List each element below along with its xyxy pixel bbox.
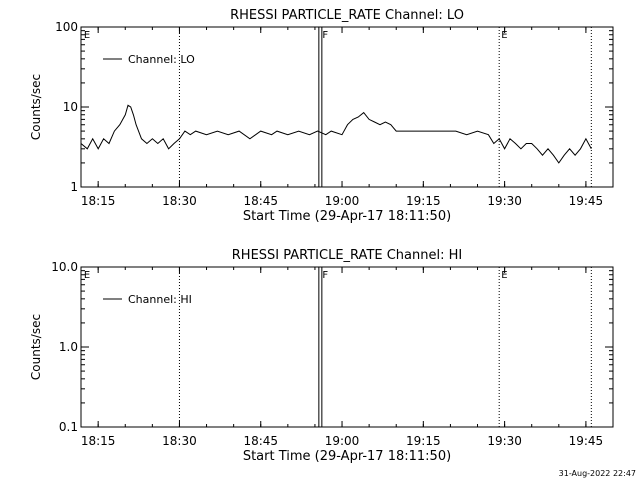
marker-label: E	[84, 30, 90, 41]
y-tick-label: 10.0	[51, 260, 78, 274]
y-tick-label: 1	[70, 180, 78, 194]
x-tick-label: 18:30	[162, 434, 197, 448]
marker-label: F	[322, 270, 328, 281]
marker-label: E	[501, 30, 507, 41]
y-tick-label: 100	[55, 20, 78, 34]
x-tick-label: 19:00	[325, 434, 360, 448]
x-tick-label: 19:45	[569, 434, 604, 448]
x-tick-label: 18:45	[243, 434, 278, 448]
plot-frame	[80, 26, 614, 188]
x-tick-label: 19:30	[487, 434, 522, 448]
y-tick-label: 1.0	[59, 340, 78, 354]
x-axis-label: Start Time (29-Apr-17 18:11:50)	[243, 209, 451, 224]
footer-timestamp: 31-Aug-2022 22:47	[559, 469, 636, 478]
plot-frame	[80, 266, 614, 428]
x-tick-label: 19:00	[325, 194, 360, 208]
lo-channel-panel: RHESSI PARTICLE_RATE Channel: LO 18:15 18:…	[29, 8, 614, 224]
marker-label: E	[84, 270, 90, 281]
x-axis-label: Start Time (29-Apr-17 18:11:50)	[243, 449, 451, 464]
chart-title: RHESSI PARTICLE_RATE Channel: HI	[232, 248, 462, 263]
x-tick-label: 18:45	[243, 194, 278, 208]
x-tick-label: 19:45	[569, 194, 604, 208]
y-tick-label: 0.1	[59, 420, 78, 434]
y-tick-label: 10	[63, 100, 78, 114]
x-tick-label: 19:30	[487, 194, 522, 208]
chart-title: RHESSI PARTICLE_RATE Channel: LO	[230, 8, 464, 23]
marker-label: F	[322, 30, 328, 41]
legend-label: Channel: LO	[128, 53, 195, 66]
hi-channel-panel: RHESSI PARTICLE_RATE Channel: HI 18:15 18:…	[29, 248, 614, 464]
x-tick-label: 18:30	[162, 194, 197, 208]
x-tick-label: 19:15	[406, 194, 441, 208]
x-tick-label: 18:15	[81, 194, 116, 208]
legend-label: Channel: HI	[128, 293, 192, 306]
y-axis-label: Counts/sec	[29, 314, 43, 380]
marker-label: E	[501, 270, 507, 281]
series-line	[80, 104, 592, 164]
x-tick-label: 18:15	[81, 434, 116, 448]
y-axis-label: Counts/sec	[29, 74, 43, 140]
x-tick-label: 19:15	[406, 434, 441, 448]
